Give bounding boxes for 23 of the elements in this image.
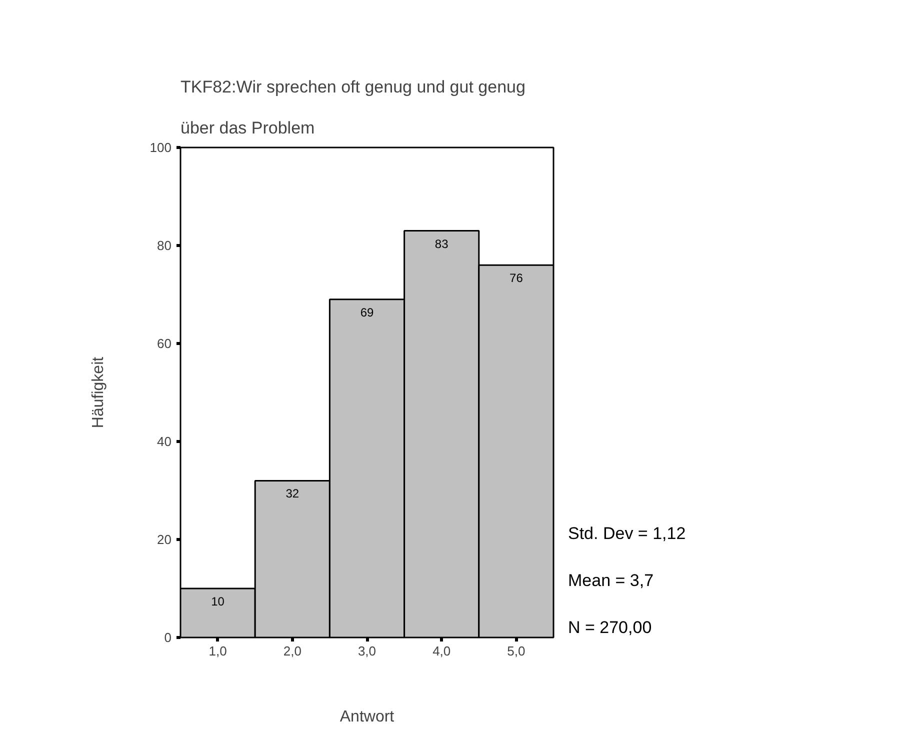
x-tick-label: 2,0: [283, 644, 302, 658]
y-axis-title: Häufigkeit: [90, 356, 107, 428]
x-tick-label: 4,0: [432, 644, 451, 658]
y-tick-label: 40: [157, 434, 172, 449]
text: Std. Dev = 1,12: [568, 523, 686, 545]
text: Mean = 3,7: [568, 570, 655, 592]
chart-subtitle: über das Problem: [180, 118, 315, 138]
y-tick-label: 100: [150, 140, 172, 155]
chart-title: TKF82:Wir sprechen oft genug und gut genug: [180, 78, 526, 96]
data-label: 32: [286, 486, 300, 501]
x-tick-label: 5,0: [507, 644, 526, 658]
data-label: 83: [434, 236, 449, 251]
x-tick-label: 1,0: [208, 644, 227, 658]
data-label: 76: [510, 271, 524, 286]
data-label: 10: [211, 594, 225, 608]
text: N = 270,00: [568, 617, 653, 639]
data-label: 69: [360, 305, 374, 320]
y-tick-label: 80: [157, 238, 172, 253]
y-tick-label: 60: [157, 336, 172, 351]
y-tick-label: 0: [164, 630, 172, 645]
x-axis-title: Antwort: [340, 708, 395, 726]
x-tick-label: 3,0: [358, 644, 376, 658]
y-tick-label: 20: [157, 532, 172, 547]
